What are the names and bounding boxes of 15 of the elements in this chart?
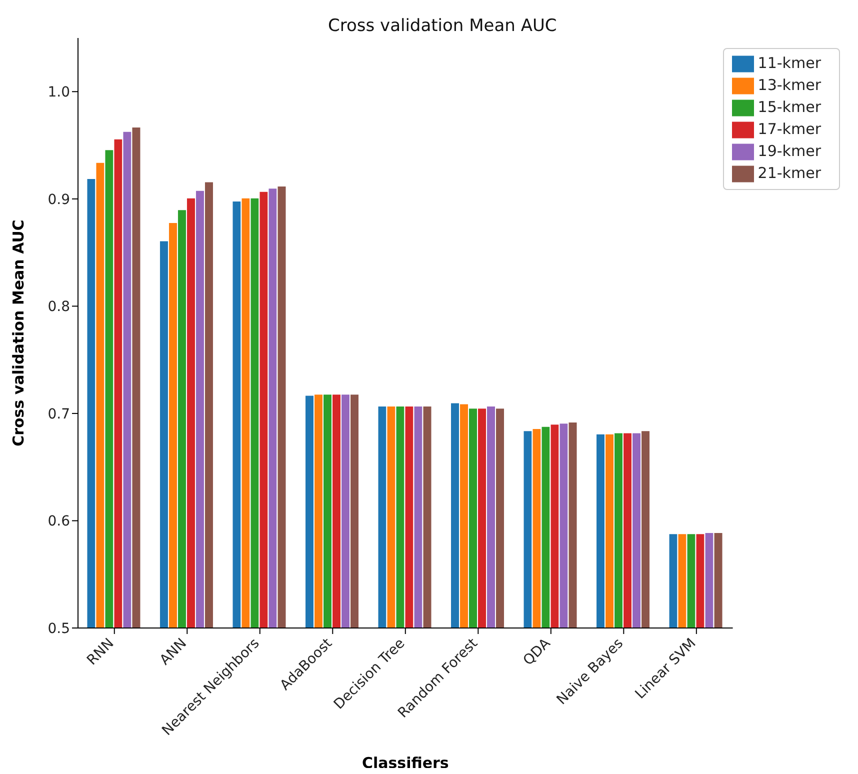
y-tick-label: 0.8 [48,299,70,316]
y-tick-label: 0.6 [48,514,70,530]
y-axis-title: Cross validation Mean AUC [9,220,28,446]
y-tick-label: 0.7 [48,406,70,422]
x-axis-title: Classifiers [362,754,449,772]
y-tick-label: 0.5 [48,620,70,637]
legend-label: 11-kmer [758,54,821,72]
chart-title: Cross validation Mean AUC [327,16,558,36]
legend-label: 19-kmer [758,142,821,160]
y-tick-label: 1.0 [48,84,70,101]
legend-label: 17-kmer [758,120,821,138]
legend-label: 21-kmer [758,164,821,182]
legend-label: 15-kmer [758,98,821,116]
y-tick-label: 0.9 [48,192,70,208]
legend-label: 13-kmer [758,76,821,94]
